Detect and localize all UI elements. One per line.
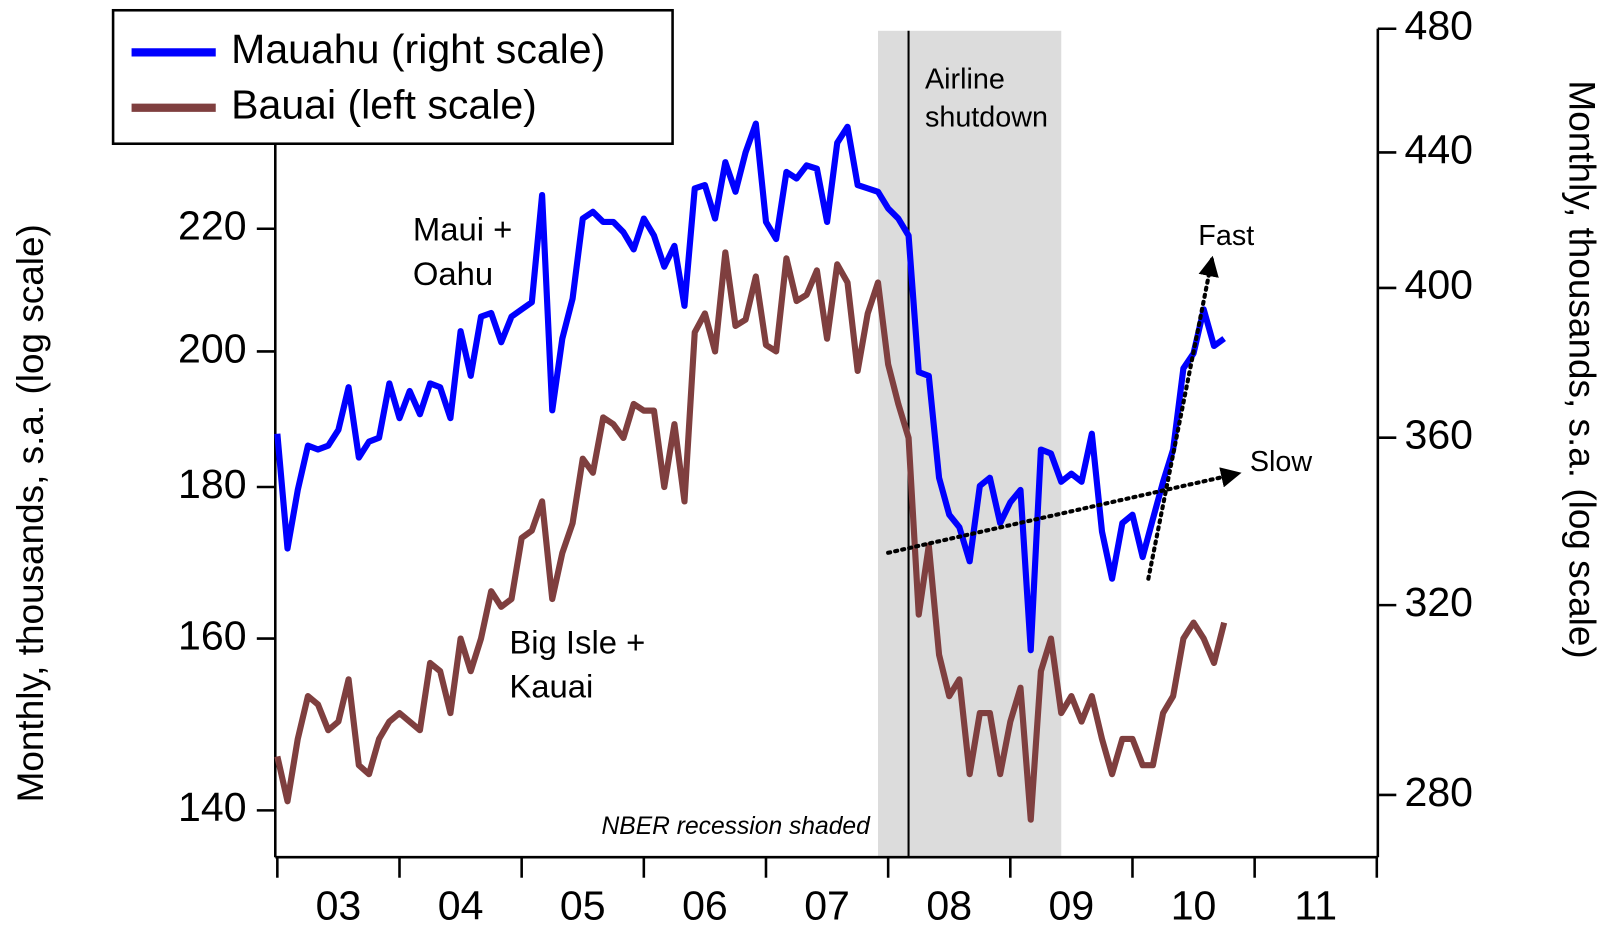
x-tick-label: 10 [1171, 882, 1217, 927]
x-tick-label: 09 [1049, 882, 1095, 927]
y2-tick-label: 360 [1405, 412, 1474, 458]
annotation: Maui + [413, 211, 513, 248]
series-line [274, 120, 1226, 654]
legend-label: Bauai (left scale) [231, 82, 537, 128]
y-tick-label: 140 [178, 784, 247, 830]
y-tick-label: 200 [178, 325, 247, 371]
x-tick-label: 07 [804, 882, 850, 927]
annotation: Big Isle + [509, 623, 645, 660]
y-tick-label: 160 [178, 612, 247, 658]
annotation: Kauai [509, 668, 593, 705]
x-tick-label: 06 [682, 882, 728, 927]
recession-note: NBER recession shaded [602, 813, 872, 840]
foreground-layer: 03 04 05 06 07 08 09 10 11 280 320 360 400 440 480 Slow… [111, 3, 1474, 927]
y-tick-label: 220 [178, 203, 247, 249]
series-layer [274, 120, 1228, 823]
event-label: Airline [925, 64, 1005, 96]
x-tick-label: 05 [560, 882, 606, 927]
y2-tick-label: 320 [1405, 579, 1474, 625]
x-tick-label: 04 [438, 882, 484, 927]
trend-label: Fast [1198, 220, 1254, 252]
x-tick-label: 03 [316, 882, 362, 927]
y2-tick-label: 480 [1405, 3, 1474, 49]
legend-box [111, 8, 674, 146]
y2-tick-label: 400 [1405, 262, 1474, 308]
trend-line [1146, 255, 1219, 581]
y-axis-label: Monthly, thousands, s.a. (log scale) [10, 224, 51, 802]
y-tick-label: 180 [178, 461, 247, 507]
x-tick-label: 11 [1294, 882, 1337, 927]
trend-line [886, 467, 1242, 555]
background-layer: NBER recession shaded Airline shutdown 140 1… [178, 28, 1062, 858]
y2-axis-label: Monthly, thousands, s.a. (log scale) [1561, 80, 1602, 658]
legend-label: Mauahu (right scale) [231, 26, 605, 72]
event-label: shutdown [925, 102, 1048, 134]
annotation: Oahu [413, 255, 493, 292]
series-line [274, 249, 1228, 823]
x-tick-label: 08 [926, 882, 972, 927]
y2-tick-label: 280 [1405, 769, 1474, 815]
y2-tick-label: 440 [1405, 126, 1474, 172]
trend-label: Slow [1250, 446, 1313, 478]
